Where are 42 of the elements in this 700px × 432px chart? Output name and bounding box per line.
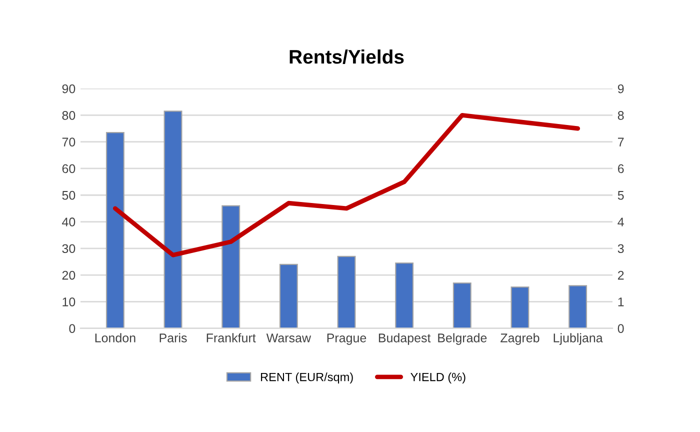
y2-tick-label: 8 [618,111,624,120]
y2-tick-label: 2 [618,270,624,280]
y2-tick-label: 0 [618,324,624,333]
x-tick-label: Frankfurt [206,333,256,342]
x-tick-label: Ljubljana [554,333,603,345]
y-tick-label: 10 [62,297,76,306]
bar [106,132,124,328]
y2-tick-label: 4 [618,218,624,226]
legend-label: RENT (EUR/sqm) [260,372,353,384]
y-tick-label: 40 [62,218,76,226]
line-series [112,112,580,258]
x-tick-label: Warsaw [266,334,312,342]
chart-title: Rents/Yields [290,49,404,64]
y2-tick-label: 6 [618,164,624,174]
bar [222,205,240,328]
bar [279,264,298,328]
y-tick-label: 80 [62,111,76,120]
bar [164,110,182,328]
y-tick-label: 0 [69,324,76,333]
y2-tick-label: 1 [618,298,624,306]
y-tick-label: 20 [62,270,76,280]
y2-tick-label: 7 [618,138,624,146]
y2-tick-label: 5 [618,191,624,200]
bar [568,285,588,328]
y-tick-label: 90 [62,84,76,94]
x-tick-label: Zagreb [500,333,540,345]
y-tick-label: 70 [62,138,76,146]
x-tick-label: Prague [327,334,366,345]
x-tick-label: Budapest [378,333,431,345]
legend-label: YIELD (%) [410,372,466,384]
x-tick-label: Paris [160,333,187,342]
bar [395,262,414,328]
y2-tick-label: 9 [618,84,624,94]
bar [452,282,472,328]
y-tick-label: 30 [62,244,76,254]
y2-tick-label: 3 [618,244,624,254]
bar [337,256,356,328]
y-tick-label: 60 [62,164,76,174]
x-tick-label: Belgrade [438,333,487,345]
x-tick-label: London [95,333,136,342]
y-tick-label: 50 [62,190,76,200]
bar [510,286,530,328]
